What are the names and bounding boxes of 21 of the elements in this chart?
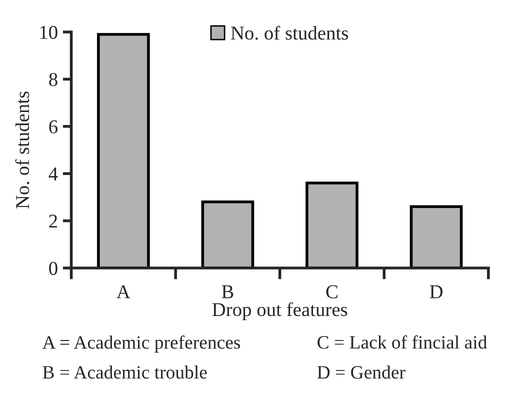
y-tick-label: 0 [49, 262, 58, 275]
y-tick-label: 6 [49, 120, 58, 134]
legend-label: No. of students [230, 26, 348, 40]
x-tick-label: A [116, 285, 130, 298]
text: A = Academic preferences [42, 335, 240, 353]
y-tick-label: 2 [49, 214, 58, 228]
x-tick-label: B [222, 285, 234, 298]
x-axis-title: Drop out features [212, 302, 348, 320]
text: C = Lack of fincial aid [318, 335, 487, 349]
y-tick-label: 10 [40, 26, 58, 39]
bar [201, 200, 254, 268]
y-tick-label: 8 [49, 73, 58, 86]
x-tick-label: D [430, 285, 443, 298]
text: B = Academic trouble [42, 366, 207, 379]
bar [410, 205, 463, 268]
x-tick-label: C [326, 285, 338, 298]
y-tick-label: 4 [48, 168, 58, 180]
bar [97, 32, 150, 268]
y-axis-title: No. of students [15, 92, 30, 209]
text: D = Gender [317, 366, 406, 379]
bar [306, 182, 358, 268]
